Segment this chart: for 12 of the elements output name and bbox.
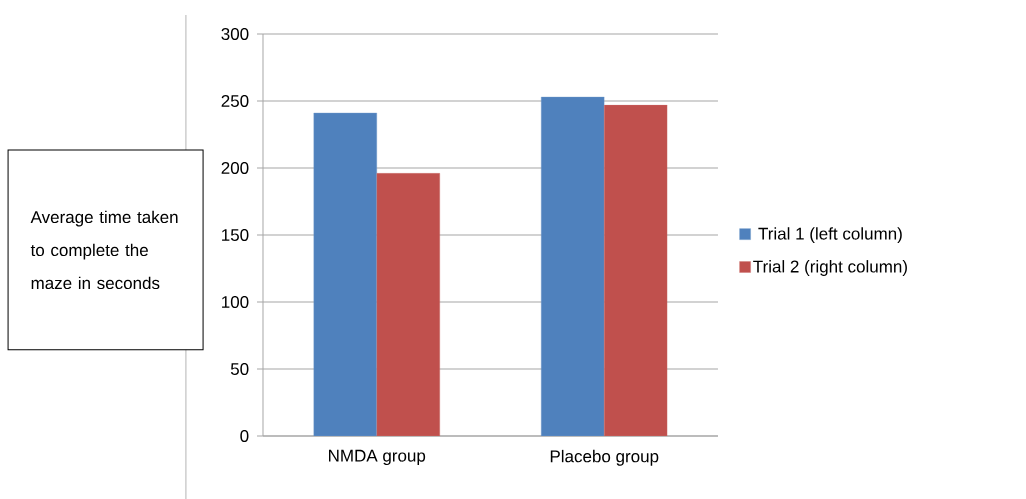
legend-label: Trial 1 (left column) [758, 227, 902, 244]
y-tick-label: 0 [240, 429, 249, 443]
y-tick-label: 150 [222, 228, 249, 242]
y-tick-label: 100 [222, 295, 249, 309]
legend-label: Trial 2 (right column) [753, 260, 907, 276]
y-tick-label: 50 [230, 362, 249, 376]
y-tick-label: 250 [221, 94, 249, 108]
y-axis-title: Average time taken to complete the maze in seconds [30, 210, 178, 290]
y-tick-label: 300 [221, 27, 249, 41]
y-tick-label: 200 [221, 161, 249, 175]
x-tick-label: NMDA group [329, 449, 426, 466]
x-tick-label: Placebo group [550, 449, 659, 466]
